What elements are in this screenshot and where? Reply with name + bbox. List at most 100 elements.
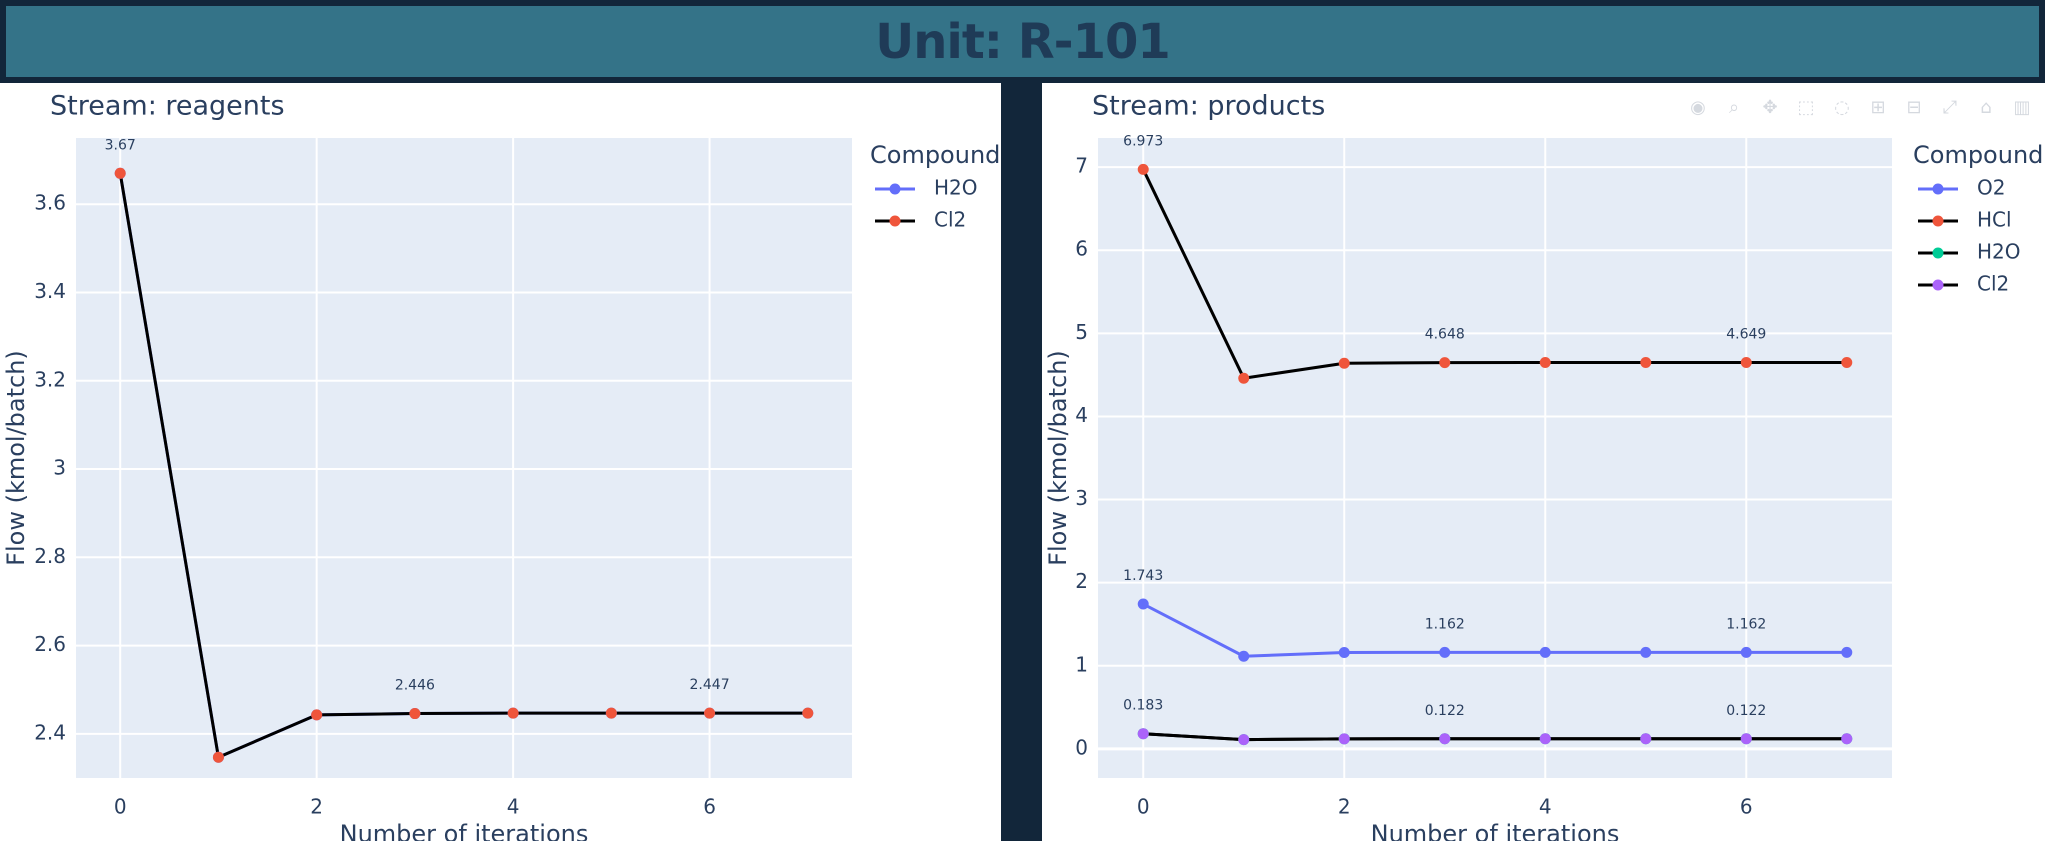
series-line-o2: [1142, 602, 1847, 658]
box-select-icon[interactable]: ⬚: [1797, 97, 1815, 118]
y-tick-label: 3.6: [34, 191, 66, 215]
data-label: 1.743: [1123, 568, 1163, 584]
data-label: 4.648: [1425, 327, 1465, 343]
data-point-cl2: [212, 751, 224, 763]
data-point-cl2: [507, 707, 519, 719]
data-point-cl2: [704, 707, 716, 719]
data-point-o2: [1640, 646, 1652, 658]
zoom-out-icon[interactable]: ⊟: [1906, 97, 1922, 118]
plot-area: [1098, 138, 1892, 778]
legend-item-label: H2O: [1977, 240, 2021, 264]
legend-title: Compound: [870, 141, 1000, 169]
data-label: 2.446: [395, 678, 435, 694]
data-point-cl2: [605, 707, 617, 719]
y-tick-label: 5: [1075, 320, 1088, 344]
legend-item-label: O2: [1977, 176, 2005, 200]
series-line-hcl: [1141, 168, 1847, 380]
x-tick-label: 4: [507, 795, 520, 819]
legend-item-label: Cl2: [1977, 272, 2009, 296]
chart-reagents: Stream: reagents 2.4 2.6 2.8 3 3.2 3.4 3.6 0 2 4 6 N…: [2, 91, 1000, 841]
data-point-o2: [1338, 646, 1350, 658]
y-tick-label: 0: [1075, 735, 1088, 759]
data-point-o2: [1137, 598, 1149, 610]
data-point-hcl: [1841, 356, 1853, 368]
data-point-hcl: [1539, 356, 1551, 368]
legend-swatch-marker: [889, 183, 901, 195]
page-header: Unit: R-101: [6, 6, 2039, 77]
plot-area: [76, 138, 852, 778]
y-tick-label: 3.4: [34, 279, 66, 303]
data-point-hcl: [1137, 163, 1149, 175]
series-line-cl2: [118, 173, 808, 759]
data-point-o2: [1238, 650, 1250, 662]
chart-panel-products: Stream: products 0 1 2 3 4 5 6 7 0 2 4 6 Number of it…: [1042, 83, 2045, 841]
data-point-o2: [1740, 646, 1752, 658]
zoom-icon[interactable]: ⌕: [1728, 97, 1740, 118]
x-axis-title: Number of iterations: [1371, 820, 1620, 841]
data-point-cl2: [1238, 734, 1250, 746]
data-point-hcl: [1640, 356, 1652, 368]
chart-panel-reagents: Stream: reagents 2.4 2.6 2.8 3 3.2 3.4 3.6 0 2 4 6 N…: [0, 83, 1001, 841]
data-label: 4.649: [1726, 326, 1766, 342]
x-axis-title: Number of iterations: [340, 820, 589, 841]
data-point-o2: [1841, 646, 1853, 658]
data-point-cl2: [409, 708, 421, 720]
lasso-icon[interactable]: ◌: [1834, 97, 1850, 118]
data-point-o2: [1439, 646, 1451, 658]
legend-swatch-marker: [1932, 279, 1944, 291]
y-tick-label: 6: [1075, 237, 1088, 261]
data-point-cl2: [1740, 733, 1752, 745]
legend-swatch-marker: [1932, 247, 1944, 259]
data-point-hcl: [1338, 357, 1350, 369]
x-tick-label: 6: [1740, 795, 1753, 819]
reset-axes-icon[interactable]: ⌂: [1980, 97, 1992, 118]
x-tick-label: 0: [1137, 795, 1150, 819]
x-tick-label: 2: [310, 795, 323, 819]
y-tick-label: 7: [1075, 154, 1088, 178]
x-tick-label: 4: [1539, 795, 1552, 819]
x-tick-label: 6: [703, 795, 716, 819]
plotly-logo-icon[interactable]: ▥: [2013, 97, 2031, 118]
data-point-cl2: [1841, 733, 1853, 745]
y-tick-label: 2.8: [34, 544, 66, 568]
data-point-cl2: [1439, 733, 1451, 745]
data-point-o2: [1539, 646, 1551, 658]
data-point-cl2: [1338, 733, 1350, 745]
data-point-cl2: [114, 167, 126, 179]
data-point-cl2: [1539, 733, 1551, 745]
data-label: 1.162: [1425, 616, 1465, 632]
data-point-cl2: [311, 709, 323, 721]
x-tick-label: 0: [114, 795, 127, 819]
data-label: 6.973: [1123, 133, 1163, 149]
y-tick-label: 2: [1075, 569, 1088, 593]
data-point-hcl: [1238, 372, 1250, 384]
legend-swatch-marker: [1932, 183, 1944, 195]
y-tick-label: 3: [53, 456, 66, 480]
page-title: Unit: R-101: [875, 13, 1171, 70]
data-point-cl2: [1137, 728, 1149, 740]
pan-icon[interactable]: ✥: [1762, 97, 1778, 118]
data-label: 0.183: [1123, 698, 1163, 714]
zoom-in-icon[interactable]: ⊞: [1870, 97, 1886, 118]
legend-item-label: Cl2: [934, 208, 966, 232]
chart-title: Stream: reagents: [50, 91, 285, 122]
data-label: 3.67: [105, 137, 136, 153]
autoscale-icon[interactable]: ⤢: [1942, 97, 1958, 118]
data-label: 0.122: [1726, 703, 1766, 719]
y-tick-label: 3: [1075, 486, 1088, 510]
data-point-hcl: [1740, 356, 1752, 368]
chart-title: Stream: products: [1092, 91, 1325, 122]
chart-products: Stream: products 0 1 2 3 4 5 6 7 0 2 4 6 Number of it…: [1044, 91, 2043, 841]
y-tick-label: 2.4: [34, 720, 66, 744]
legend-item-label: H2O: [934, 176, 978, 200]
legend-swatch-marker: [1932, 215, 1944, 227]
data-label: 2.447: [690, 677, 730, 693]
data-point-hcl: [1439, 357, 1451, 369]
y-tick-label: 4: [1075, 403, 1088, 427]
camera-icon[interactable]: ◉: [1690, 97, 1706, 118]
y-tick-label: 2.6: [34, 632, 66, 656]
y-axis-title: Flow (kmol/batch): [2, 350, 30, 566]
data-point-cl2: [1640, 733, 1652, 745]
y-tick-label: 3.2: [34, 367, 66, 391]
data-label: 0.122: [1425, 703, 1465, 719]
